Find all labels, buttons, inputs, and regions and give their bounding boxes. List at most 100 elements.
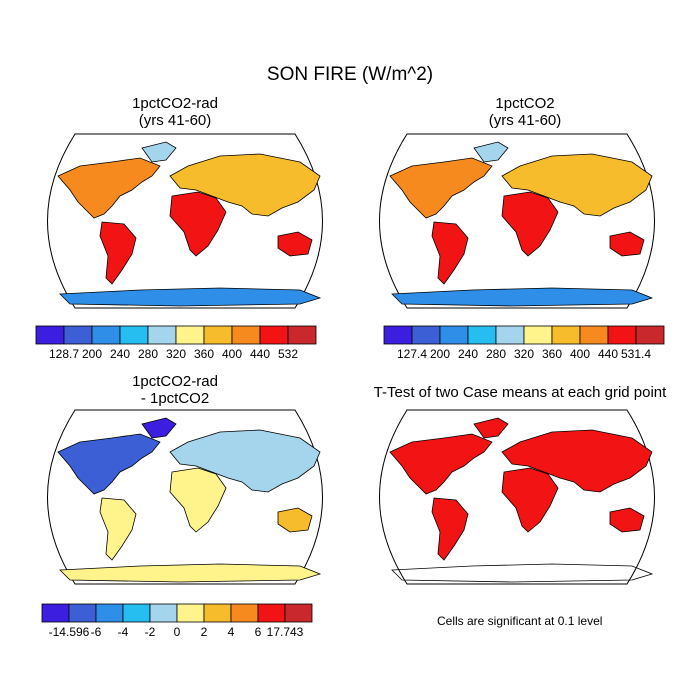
colorbar-c-swatch: [122, 603, 151, 623]
continent-africa: [169, 467, 227, 533]
colorbar-c-swatch: [41, 603, 70, 623]
continent-antarctica: [59, 563, 322, 583]
colorbar-c-swatch: [149, 603, 178, 623]
panel-d-title: T-Test of two Case means at each grid po…: [355, 384, 685, 401]
colorbar-b-swatch: [411, 325, 441, 345]
panel-b-title-line1: 1pctCO2: [495, 95, 555, 112]
colorbar-a-swatch: [287, 325, 317, 345]
continent-antarctica: [59, 287, 322, 307]
continent-north-america: [57, 157, 161, 219]
continent-australia: [609, 231, 645, 257]
panel-c-title-line1: 1pctCO2-rad: [132, 373, 218, 390]
colorbar-a-swatch: [259, 325, 289, 345]
continent-eurasia: [501, 153, 653, 217]
continent-north-america: [57, 433, 161, 495]
colorbar-c-tick-label: 2: [200, 625, 208, 639]
colorbar-a-swatch: [119, 325, 149, 345]
colorbar-b-swatch: [551, 325, 581, 345]
panel-a-title-line2: (yrs 41-60): [138, 112, 212, 129]
colorbar-b-tick-label: 440: [597, 347, 619, 361]
colorbar-a-tick-label: 128.7: [48, 347, 80, 361]
colorbar-c-swatch: [68, 603, 97, 623]
colorbar-c-swatch: [95, 603, 124, 623]
colorbar-c-swatch: [257, 603, 286, 623]
colorbar-c-tick-label: 17.743: [266, 625, 304, 639]
colorbar-b-swatch: [383, 325, 413, 345]
continent-australia: [277, 507, 313, 533]
colorbar-a-tick-label: 320: [165, 347, 187, 361]
colorbar-c-tick-label: -14.596: [48, 625, 90, 639]
colorbar-c-swatch: [176, 603, 205, 623]
continent-eurasia: [169, 429, 321, 493]
colorbar-b-tick-label: 320: [513, 347, 535, 361]
colorbar-b-tick-label: 531.4: [620, 347, 652, 361]
continent-greenland: [473, 141, 509, 163]
continent-greenland: [473, 417, 509, 439]
panel-b-title: 1pctCO2 (yrs 41-60): [400, 95, 650, 129]
continent-antarctica: [391, 287, 654, 307]
continent-australia: [609, 507, 645, 533]
colorbar-a-swatch: [63, 325, 93, 345]
colorbar-b-swatch: [495, 325, 525, 345]
continent-africa: [501, 191, 559, 257]
continent-australia: [277, 231, 313, 257]
colorbar-b-tick-label: 360: [541, 347, 563, 361]
colorbar-b-tick-label: 400: [569, 347, 591, 361]
continent-south-america: [431, 221, 469, 285]
colorbar-a-swatch: [91, 325, 121, 345]
colorbar-a-tick-label: 440: [249, 347, 271, 361]
panel-c-title: 1pctCO2-rad - 1pctCO2: [50, 373, 300, 407]
panel-d-title-line1: T-Test of two Case means at each grid po…: [373, 384, 667, 401]
continent-greenland: [141, 417, 177, 439]
continent-antarctica: [391, 563, 654, 583]
colorbar-c-tick-label: 0: [173, 625, 181, 639]
colorbar-a-swatch: [231, 325, 261, 345]
colorbar-c-tick-label: -4: [117, 625, 129, 639]
colorbar-a-tick-label: 400: [221, 347, 243, 361]
continent-africa: [169, 191, 227, 257]
colorbar-b-tick-label: 280: [485, 347, 507, 361]
map-panel-c: [47, 409, 323, 585]
colorbar-c-swatch: [230, 603, 259, 623]
continent-africa: [501, 467, 559, 533]
colorbar-c-swatch: [284, 603, 313, 623]
colorbar-c-swatch: [203, 603, 232, 623]
colorbar-b-tick-label: 200: [429, 347, 451, 361]
colorbar-c-tick-label: -2: [144, 625, 156, 639]
figure-title: SON FIRE (W/m^2): [266, 64, 434, 85]
colorbar-a-swatch: [147, 325, 177, 345]
colorbar-b-swatch: [635, 325, 665, 345]
continent-north-america: [389, 433, 493, 495]
colorbar-c-tick-label: -6: [90, 625, 102, 639]
colorbar-b-swatch: [439, 325, 469, 345]
colorbar-c-tick-label: 6: [254, 625, 262, 639]
colorbar-a-tick-label: 360: [193, 347, 215, 361]
continent-south-america: [99, 221, 137, 285]
colorbar-a-swatch: [175, 325, 205, 345]
panel-c-title-line2: - 1pctCO2: [140, 390, 210, 407]
colorbar-a-swatch: [203, 325, 233, 345]
colorbar-b-tick-label: 240: [457, 347, 479, 361]
map-panel-b: [379, 133, 655, 309]
continent-eurasia: [501, 429, 653, 493]
colorbar-b-swatch: [523, 325, 553, 345]
colorbar-b-swatch: [467, 325, 497, 345]
colorbar-c: [41, 603, 313, 623]
continent-north-america: [389, 157, 493, 219]
continent-eurasia: [169, 153, 321, 217]
colorbar-b-tick-label: 127.4: [396, 347, 428, 361]
panel-a-title-line1: 1pctCO2-rad: [132, 95, 218, 112]
colorbar-b: [383, 325, 665, 345]
continent-greenland: [141, 141, 177, 163]
colorbar-b-swatch: [579, 325, 609, 345]
colorbar-a-tick-label: 280: [137, 347, 159, 361]
colorbar-c-tick-label: 4: [227, 625, 235, 639]
panel-a-title: 1pctCO2-rad (yrs 41-60): [50, 95, 300, 129]
colorbar-a: [35, 325, 317, 345]
colorbar-a-tick-label: 532: [277, 347, 299, 361]
continent-south-america: [99, 497, 137, 561]
significance-note: Cells are significant at 0.1 level: [437, 614, 603, 628]
colorbar-a-tick-label: 200: [81, 347, 103, 361]
continent-south-america: [431, 497, 469, 561]
colorbar-a-swatch: [35, 325, 65, 345]
